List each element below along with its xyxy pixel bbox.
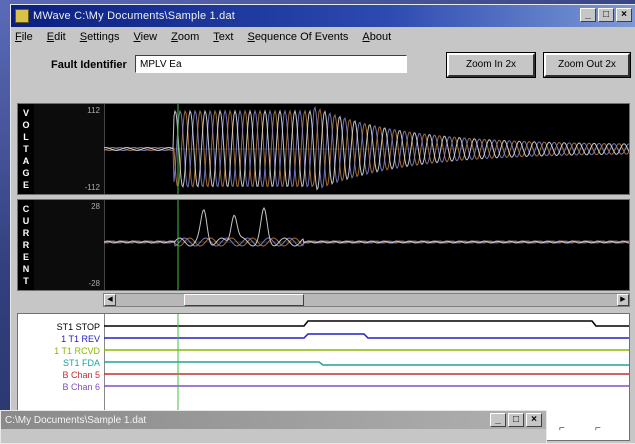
current-letter: T (23, 276, 29, 286)
current-letter: E (22, 252, 29, 262)
voltage-axis-label: V O L T A G E (18, 104, 35, 194)
voltage-scale: 112 -112 (34, 104, 105, 194)
secondary-window: C:\My Documents\Sample 1.dat _ □ × (0, 410, 547, 444)
current-waveform[interactable] (104, 200, 629, 290)
scroll-right-arrow-icon[interactable]: ▶ (617, 294, 629, 306)
menu-bar: File Edit Settings View Zoom Text Sequen… (11, 27, 635, 47)
voltage-letter: A (22, 156, 30, 166)
corner-control-icon[interactable]: ⌐ (595, 423, 601, 434)
fault-row: Fault Identifier Zoom In 2x Zoom Out 2x (11, 52, 635, 79)
digital-trace (104, 361, 629, 366)
title-bar[interactable]: MWave C:\My Documents\Sample 1.dat _ □ × (11, 5, 635, 27)
menu-view[interactable]: View (133, 31, 158, 43)
secondary-minimize-button[interactable]: _ (490, 413, 506, 427)
channel-label: ST1 FDA (62, 358, 100, 368)
mwave-window: MWave C:\My Documents\Sample 1.dat _ □ ×… (10, 4, 635, 444)
voltage-waveform[interactable] (104, 104, 629, 194)
digital-traces[interactable] (104, 314, 629, 440)
secondary-close-button[interactable]: × (526, 413, 542, 427)
close-button[interactable]: × (616, 8, 632, 22)
channel-label: B Chan 6 (62, 382, 100, 392)
voltage-letter: V (22, 108, 29, 118)
fault-identifier-input[interactable] (135, 55, 407, 73)
voltage-trace (104, 107, 629, 189)
menu-text[interactable]: Text (213, 31, 234, 43)
menu-edit[interactable]: Edit (46, 31, 66, 43)
fault-identifier-label: Fault Identifier (51, 59, 127, 71)
maximize-button[interactable]: □ (598, 8, 614, 22)
secondary-window-title: C:\My Documents\Sample 1.dat (5, 414, 147, 426)
secondary-maximize-button[interactable]: □ (508, 413, 524, 427)
voltage-letter: T (23, 144, 29, 154)
current-tick-bottom: -28 (88, 279, 100, 288)
current-trace (104, 237, 629, 247)
digital-trace (104, 320, 629, 327)
voltage-letter: O (22, 120, 30, 130)
channel-label: ST1 STOP (56, 322, 100, 332)
current-letter: R (22, 228, 30, 238)
menu-zoom[interactable]: Zoom (171, 31, 200, 43)
window-title: MWave C:\My Documents\Sample 1.dat (33, 10, 236, 22)
current-letter: N (22, 264, 30, 274)
minimize-button[interactable]: _ (580, 8, 596, 22)
current-scale: 28 -28 (34, 200, 105, 290)
zoom-in-button[interactable]: Zoom In 2x (446, 52, 536, 78)
scrollbar-thumb[interactable] (184, 294, 304, 306)
menu-settings[interactable]: Settings (79, 31, 120, 43)
digital-channel-labels: ST1 STOP 1 T1 REV 1 T1 RCVD ST1 FDA B Ch… (18, 314, 105, 440)
menu-about[interactable]: About (362, 31, 392, 43)
secondary-title-bar[interactable]: C:\My Documents\Sample 1.dat _ □ × (1, 411, 546, 429)
voltage-tick-top: 112 (87, 106, 100, 115)
current-letter: C (22, 204, 30, 214)
voltage-letter: G (22, 168, 30, 178)
voltage-letter: E (22, 180, 29, 190)
channel-label: 1 T1 REV (61, 334, 100, 344)
channel-label: B Chan 5 (62, 370, 100, 380)
corner-control-icon[interactable]: ⌐ (559, 423, 565, 434)
horizontal-scrollbar[interactable]: ◀ ▶ (103, 293, 630, 307)
app-icon (15, 9, 29, 23)
current-trace (104, 206, 629, 247)
menu-sequence-of-events[interactable]: Sequence Of Events (247, 31, 349, 43)
channel-label: 1 T1 RCVD (54, 346, 100, 356)
current-letter: U (22, 216, 30, 226)
voltage-plot: V O L T A G E 112 -112 (17, 103, 630, 195)
menu-file[interactable]: File (15, 31, 33, 43)
current-letter: R (22, 240, 30, 250)
zoom-out-button[interactable]: Zoom Out 2x (543, 52, 631, 78)
current-plot: C U R R E N T 28 -28 (17, 199, 630, 291)
voltage-tick-bottom: -112 (84, 183, 100, 192)
current-tick-top: 28 (91, 202, 100, 211)
voltage-trace (104, 109, 629, 191)
scroll-left-arrow-icon[interactable]: ◀ (104, 294, 116, 306)
voltage-letter: L (23, 132, 29, 142)
current-axis-label: C U R R E N T (18, 200, 35, 290)
digital-trace (104, 333, 629, 339)
voltage-trace (104, 105, 629, 189)
